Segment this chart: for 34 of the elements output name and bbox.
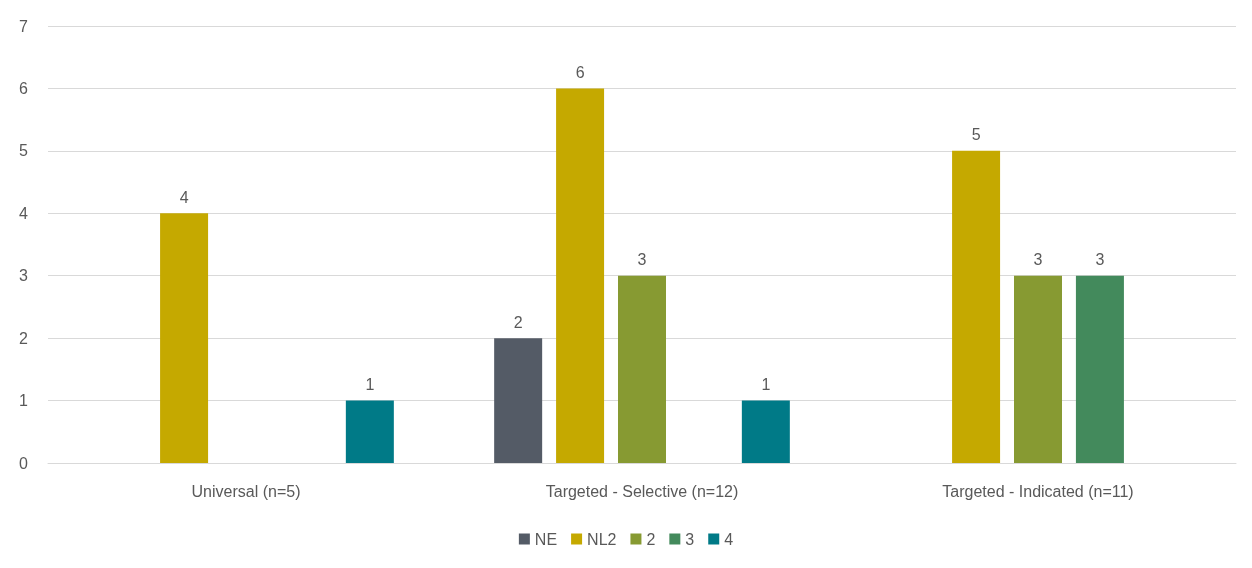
y-tick-label: 2 — [19, 329, 29, 347]
bar — [618, 275, 666, 463]
bar — [952, 150, 1001, 463]
data-label: 5 — [971, 126, 981, 144]
legend-label: 3 — [685, 530, 695, 548]
legend-label: 2 — [646, 530, 656, 548]
y-tick-label: 6 — [19, 79, 29, 97]
bar — [1075, 275, 1124, 463]
x-tick-label: Targeted - Selective (n=12) — [545, 482, 739, 500]
data-label: 3 — [637, 251, 647, 269]
bar — [494, 338, 543, 463]
y-tick-label: 4 — [19, 204, 29, 222]
bar — [345, 400, 394, 463]
bar — [1014, 275, 1062, 463]
data-label: 6 — [575, 63, 585, 81]
legend-label: NL2 — [587, 530, 617, 548]
y-tick-label: 7 — [19, 17, 29, 35]
data-label: 4 — [179, 188, 189, 206]
data-label: 3 — [1095, 251, 1105, 269]
x-tick-label: Universal (n=5) — [191, 482, 301, 500]
bar — [556, 88, 605, 463]
data-label: 1 — [365, 376, 375, 394]
x-tick-label: Targeted - Indicated (n=11) — [942, 482, 1134, 500]
y-tick-label: 1 — [19, 392, 29, 410]
data-label: 1 — [761, 376, 771, 394]
legend-label: 4 — [724, 530, 734, 548]
legend-label: NE — [534, 530, 558, 548]
bar — [160, 213, 209, 463]
y-tick-label: 3 — [19, 267, 29, 285]
data-label: 3 — [1033, 251, 1043, 269]
data-label: 2 — [513, 313, 523, 331]
y-tick-label: 0 — [19, 454, 29, 472]
y-tick-label: 5 — [19, 142, 29, 160]
bar — [741, 400, 790, 463]
